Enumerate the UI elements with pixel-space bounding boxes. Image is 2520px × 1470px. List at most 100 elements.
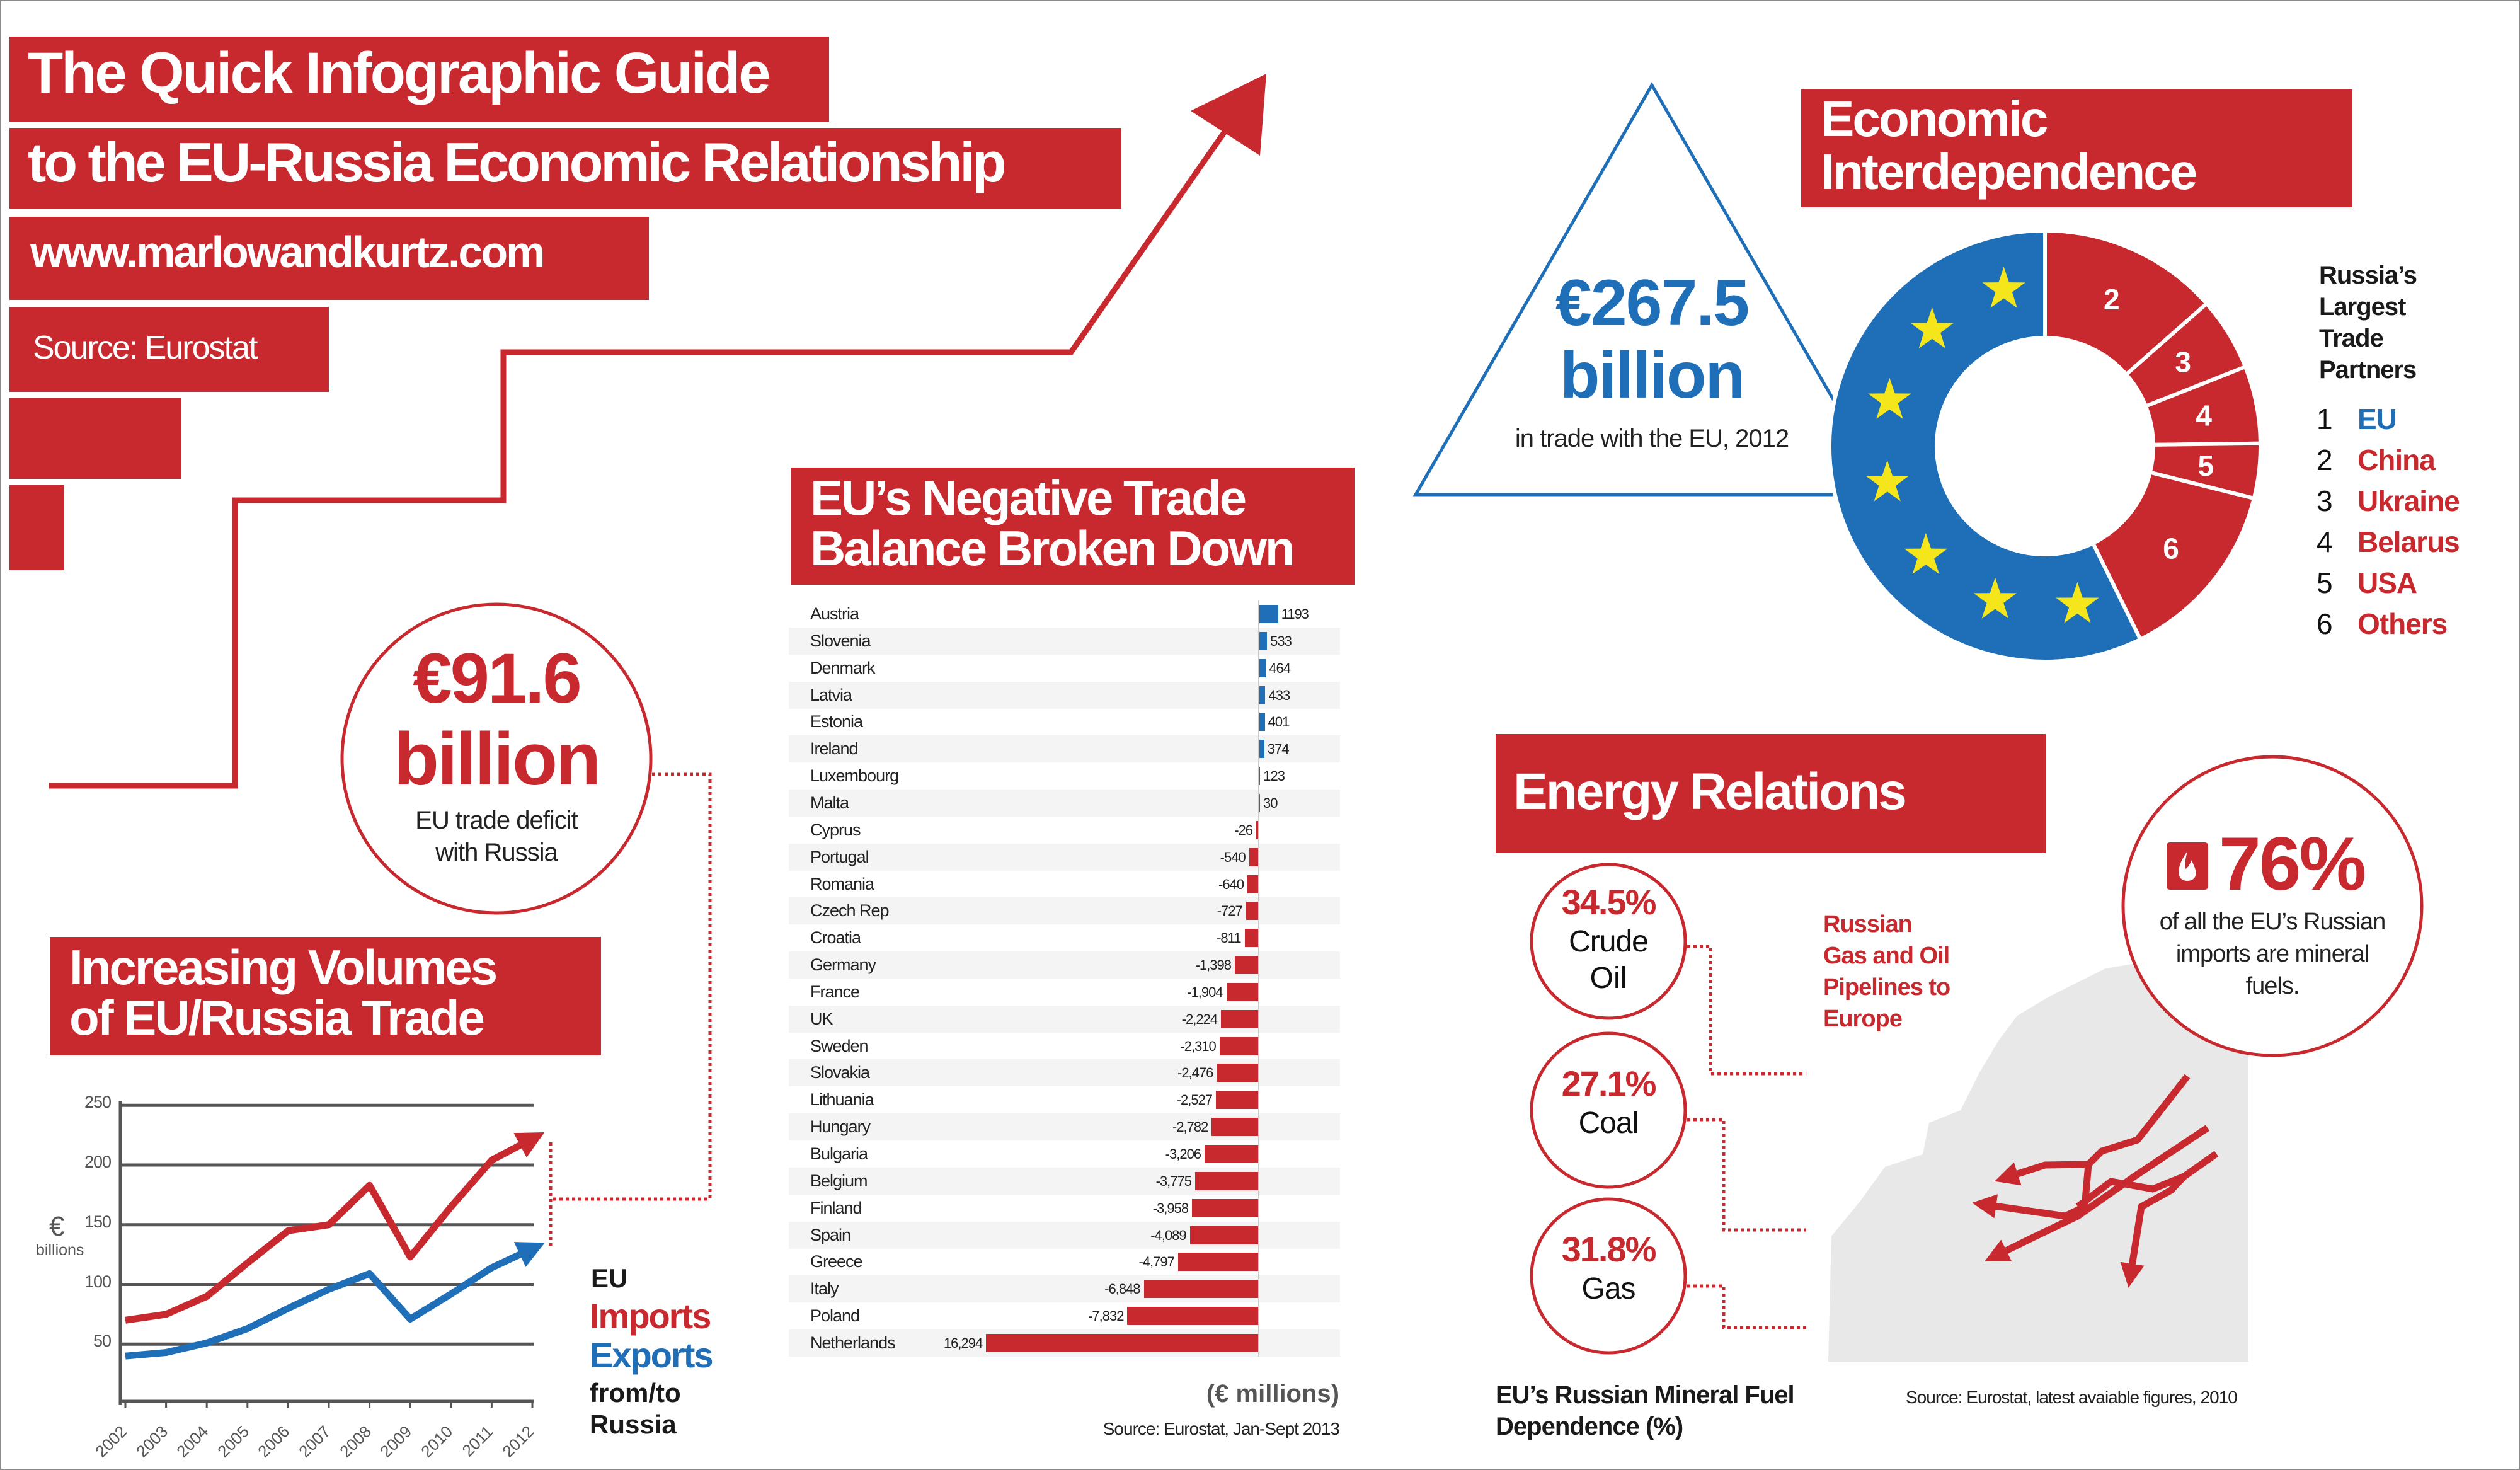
pipelines-label: Russian Gas and Oil Pipelines to Europe bbox=[1823, 909, 1950, 1035]
star-icon bbox=[1973, 577, 2017, 619]
bar-value-label: 401 bbox=[1268, 714, 1290, 730]
bar-value-label: 533 bbox=[1270, 633, 1292, 649]
country-label: Portugal bbox=[810, 847, 869, 866]
gas-circle bbox=[1530, 1197, 1687, 1355]
y-tick-label: 150 bbox=[84, 1212, 112, 1231]
balance-unit: (€ millions) bbox=[1206, 1380, 1339, 1408]
star-icon bbox=[1868, 377, 1911, 419]
star-icon bbox=[1910, 307, 1954, 348]
bar-value-label: -2,782 bbox=[1172, 1119, 1208, 1135]
trade-total-unit: billion bbox=[1559, 339, 1745, 412]
partner-name: Belarus bbox=[2357, 525, 2460, 558]
zero-axis bbox=[1258, 600, 1259, 1357]
legend-russia: Russia bbox=[590, 1410, 677, 1439]
volumes-title-line2: of EU/Russia Trade bbox=[69, 990, 485, 1045]
country-label: UK bbox=[810, 1009, 833, 1028]
interdependence-title-line2: Interdependence bbox=[1821, 144, 2197, 200]
legend-title-line: Largest bbox=[2319, 293, 2407, 321]
bar-row: Denmark 464 bbox=[789, 655, 1340, 682]
website-box bbox=[9, 217, 649, 300]
title-box-1 bbox=[9, 37, 829, 122]
deficit-caption-line1: EU trade deficit bbox=[415, 807, 578, 834]
pipelines-label-line: Russian bbox=[1823, 911, 1913, 938]
bar-row: Austria 1193 bbox=[789, 600, 1340, 628]
bar bbox=[1258, 713, 1265, 732]
bar bbox=[1127, 1307, 1258, 1326]
energy-connectors bbox=[1687, 945, 1806, 1329]
bar bbox=[1256, 820, 1258, 839]
country-label: Poland bbox=[810, 1306, 860, 1326]
legend-imports: Imports bbox=[590, 1296, 711, 1336]
pipelines-label-line: Gas and Oil bbox=[1823, 943, 1950, 969]
bar bbox=[1177, 1253, 1258, 1272]
energy-source: Source: Eurostat, latest avaiable figure… bbox=[1906, 1387, 2238, 1407]
bar-row: Czech Rep -727 bbox=[789, 897, 1340, 925]
bar-row: Cyprus -26 bbox=[789, 817, 1340, 844]
bar bbox=[986, 1333, 1258, 1352]
energy-footer-line2: Dependence (%) bbox=[1496, 1413, 1683, 1440]
country-label: Luxembourg bbox=[810, 766, 899, 786]
bar-value-label: -4,089 bbox=[1150, 1227, 1186, 1243]
bar bbox=[1258, 631, 1268, 650]
source-box bbox=[9, 307, 329, 392]
bar bbox=[1258, 658, 1266, 677]
bar-value-label: -2,527 bbox=[1176, 1092, 1213, 1108]
legend-title-line: Russia’s bbox=[2319, 261, 2417, 289]
bar-value-label: -3,958 bbox=[1152, 1200, 1189, 1216]
partner-name: Others bbox=[2357, 607, 2448, 640]
energy-label: Coal bbox=[1578, 1106, 1639, 1140]
bar-value-label: -1,904 bbox=[1187, 984, 1223, 1000]
bar-row: Slovenia 533 bbox=[789, 627, 1340, 655]
donut-slice-1 bbox=[1827, 228, 2143, 663]
bar-row: Romania -640 bbox=[789, 871, 1340, 898]
pipeline bbox=[2120, 1151, 2219, 1288]
bar-row: Sweden -2,310 bbox=[789, 1033, 1340, 1060]
deficit-caption-line2: with Russia bbox=[435, 839, 558, 866]
partners-legend-title: Russia’s Largest Trade Partners bbox=[2319, 260, 2417, 386]
bar-value-label: -4,797 bbox=[1138, 1254, 1175, 1270]
star-icon bbox=[1865, 460, 1909, 502]
partner-name: USA bbox=[2357, 566, 2417, 599]
country-label: Germany bbox=[810, 955, 876, 975]
legend-exports: Exports bbox=[590, 1335, 713, 1375]
partner-rank: 4 bbox=[2317, 525, 2333, 558]
legend-eu: EU bbox=[591, 1263, 628, 1293]
bar bbox=[1258, 605, 1278, 623]
country-label: Czech Rep bbox=[810, 901, 890, 921]
legend-fromto: from/to bbox=[590, 1378, 681, 1408]
donut-slice-label: 4 bbox=[2196, 399, 2212, 432]
partner-rank: 2 bbox=[2317, 444, 2333, 476]
bar bbox=[1258, 740, 1264, 759]
bar-row: Portugal -540 bbox=[789, 843, 1340, 871]
bar-row: Bulgaria -3,206 bbox=[789, 1140, 1340, 1168]
bar bbox=[1143, 1280, 1258, 1299]
donut-slice-6 bbox=[2090, 470, 2257, 642]
bar bbox=[1189, 1226, 1258, 1244]
balance-title-line2: Balance Broken Down bbox=[810, 520, 1295, 576]
country-label: Denmark bbox=[810, 658, 876, 677]
country-label: Malta bbox=[810, 793, 849, 812]
website-link[interactable]: www.marlowandkurtz.com bbox=[30, 227, 545, 277]
star-icon bbox=[1904, 532, 1948, 575]
volumes-title-line1: Increasing Volumes bbox=[69, 939, 498, 995]
interdependence-title-box bbox=[1801, 89, 2352, 207]
bar bbox=[1221, 1009, 1258, 1028]
header-source: Source: Eurostat bbox=[33, 330, 258, 366]
country-label: Croatia bbox=[810, 928, 861, 948]
pipeline bbox=[1984, 1125, 2210, 1262]
energy-label: Crude bbox=[1569, 925, 1649, 958]
mineral-fuels-line: of all the EU’s Russian bbox=[2159, 909, 2386, 935]
bar-row: Malta 30 bbox=[789, 789, 1340, 817]
pipelines-label-line: Pipelines to bbox=[1823, 974, 1950, 1001]
page-title-line1: The Quick Infographic Guide bbox=[28, 41, 770, 105]
bar bbox=[1217, 1064, 1258, 1082]
pipeline bbox=[1972, 1164, 2092, 1220]
country-label: Estonia bbox=[810, 712, 863, 732]
flame-icon bbox=[2167, 842, 2208, 890]
decor-box bbox=[9, 485, 64, 570]
y-tick-label: 50 bbox=[93, 1331, 112, 1351]
star-icon bbox=[1982, 267, 2025, 308]
mineral-fuels-line: imports are mineral bbox=[2175, 941, 2369, 967]
partner-rank: 1 bbox=[2317, 403, 2333, 435]
series-line-exports bbox=[125, 1242, 545, 1360]
